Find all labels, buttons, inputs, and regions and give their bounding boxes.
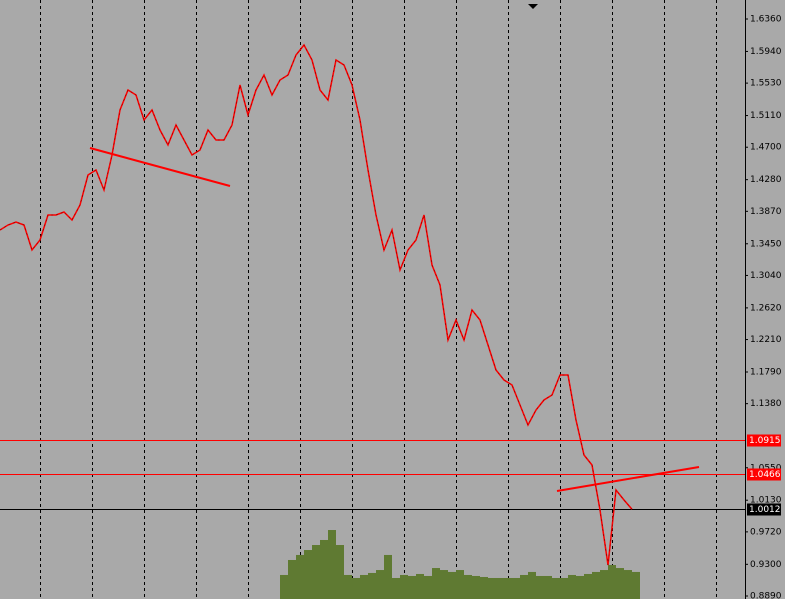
volume-bar bbox=[352, 577, 360, 599]
price-line bbox=[0, 43, 633, 566]
y-tick-label: 1.3450 bbox=[750, 239, 782, 249]
trend-line bbox=[89, 147, 231, 187]
volume-bar bbox=[504, 577, 512, 599]
volume-bar bbox=[408, 575, 416, 599]
volume-bar bbox=[336, 545, 344, 599]
y-tick-label: 1.5530 bbox=[750, 79, 782, 89]
volume-bar bbox=[528, 571, 536, 599]
volume-bar bbox=[616, 568, 624, 599]
volume-bar bbox=[472, 575, 480, 599]
y-tick-label: 1.0130 bbox=[750, 496, 782, 506]
volume-bar bbox=[296, 554, 304, 599]
volume-bar bbox=[560, 577, 568, 599]
volume-bar bbox=[320, 539, 328, 599]
volume-bar bbox=[448, 571, 456, 599]
level-label: 1.0466 bbox=[749, 470, 781, 480]
volume-bar bbox=[512, 577, 520, 599]
volume-bar bbox=[384, 554, 392, 599]
volume-bar bbox=[376, 570, 384, 599]
volume-bar bbox=[600, 570, 608, 599]
level-label-box bbox=[747, 468, 781, 481]
volume-bar bbox=[456, 570, 464, 599]
y-tick-label: 1.4280 bbox=[750, 175, 782, 185]
volume-bar bbox=[536, 575, 544, 599]
y-tick-label: 1.2210 bbox=[750, 335, 782, 345]
y-tick-label: 1.1790 bbox=[750, 367, 782, 377]
y-tick-label: 1.5940 bbox=[750, 47, 782, 57]
volume-bar bbox=[464, 574, 472, 599]
volume-bar bbox=[360, 574, 368, 599]
volume-bar bbox=[440, 570, 448, 599]
level-label: 1.0915 bbox=[749, 436, 781, 446]
volume-bar bbox=[416, 573, 424, 599]
volume-bar bbox=[432, 568, 440, 599]
level-label: 1.0012 bbox=[749, 505, 781, 515]
level-label-box bbox=[747, 503, 781, 516]
volume-bar bbox=[576, 575, 584, 599]
volume-bar bbox=[520, 574, 528, 599]
volume-bar bbox=[568, 574, 576, 599]
volume-bar bbox=[344, 574, 352, 599]
y-tick-label: 1.3870 bbox=[750, 207, 782, 217]
y-tick-label: 1.6360 bbox=[750, 15, 782, 25]
volume-bar bbox=[624, 570, 632, 599]
volume-bar bbox=[480, 576, 488, 599]
volume-bar bbox=[488, 577, 496, 599]
level-label-box bbox=[747, 434, 781, 447]
volume-bar bbox=[288, 559, 296, 599]
volume-bar bbox=[544, 575, 552, 599]
volume-bar bbox=[304, 550, 312, 599]
volume-bar bbox=[392, 577, 400, 599]
volume-bar bbox=[496, 577, 504, 599]
y-tick-label: 1.4700 bbox=[750, 143, 782, 153]
y-tick-label: 1.5110 bbox=[750, 111, 782, 121]
volume-bar bbox=[400, 574, 408, 599]
period-marker bbox=[528, 4, 538, 9]
y-tick-label: 1.1380 bbox=[750, 399, 782, 409]
trend-line bbox=[556, 466, 700, 492]
volume-bar bbox=[552, 577, 560, 599]
volume-bar bbox=[424, 575, 432, 599]
volume-bar bbox=[592, 571, 600, 599]
volume-bar bbox=[584, 573, 592, 599]
y-tick-label: 0.9720 bbox=[750, 527, 782, 537]
volume-bar bbox=[608, 565, 616, 599]
volume-bar bbox=[280, 574, 288, 599]
volume-bar bbox=[312, 545, 320, 599]
y-tick-label: 1.0550 bbox=[750, 463, 782, 473]
y-tick-label: 1.3040 bbox=[750, 271, 782, 281]
y-tick-label: 1.2620 bbox=[750, 303, 782, 313]
volume-bar bbox=[632, 571, 640, 599]
volume-bar bbox=[368, 572, 376, 599]
y-tick-label: 0.8890 bbox=[750, 591, 782, 599]
y-tick-label: 0.9300 bbox=[750, 560, 782, 570]
volume-bar bbox=[328, 530, 336, 599]
